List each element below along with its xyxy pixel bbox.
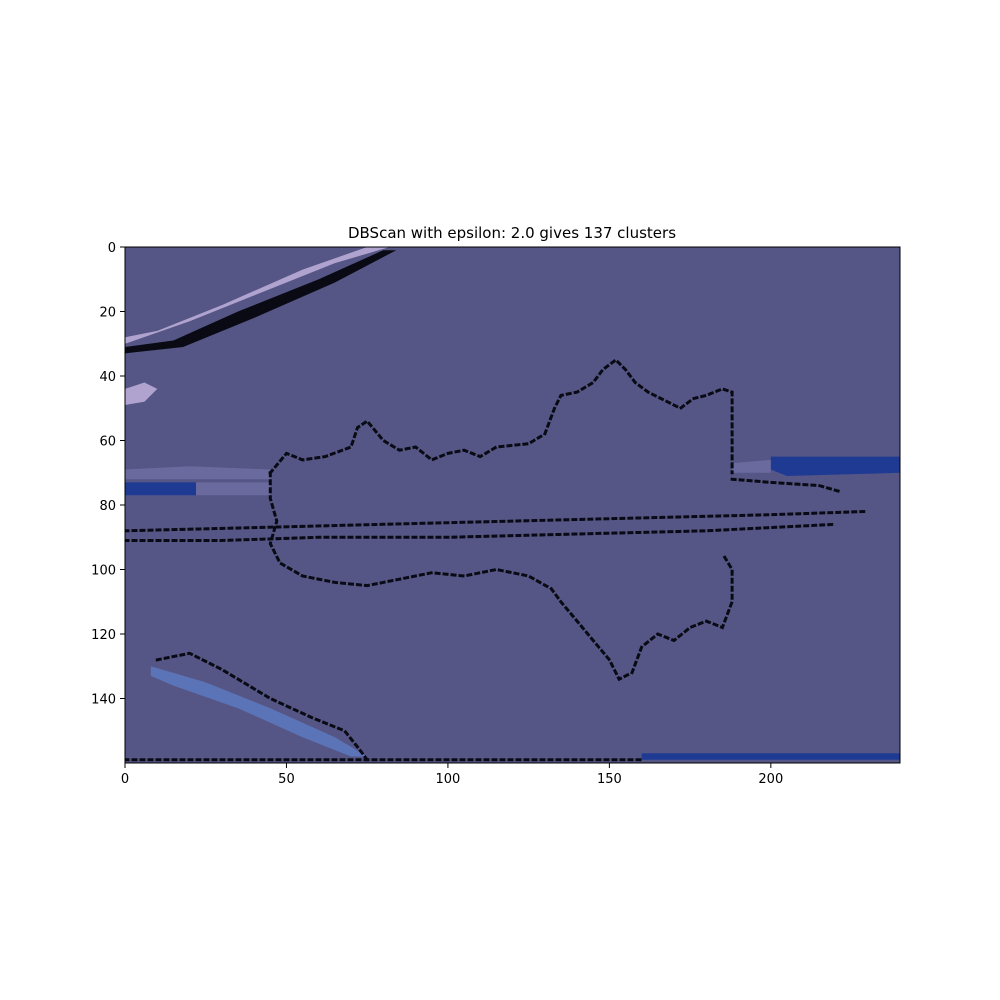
x-tick-label: 50	[278, 772, 295, 787]
y-tick-label: 60	[99, 435, 116, 450]
cluster-region-8	[732, 459, 771, 473]
y-tick-label: 140	[91, 693, 116, 708]
cluster-region-1	[125, 250, 397, 354]
x-tick-label: 0	[121, 772, 129, 787]
noise-path-0	[268, 471, 734, 682]
cluster-region-0	[125, 247, 390, 344]
cluster-region-3	[125, 466, 271, 480]
x-tick-label: 150	[597, 772, 622, 787]
x-tick-label: 100	[436, 772, 461, 787]
noise-path-5	[155, 651, 370, 762]
cluster-region-6	[150, 666, 368, 757]
noise-path-3	[125, 522, 837, 542]
y-tick-label: 100	[91, 564, 116, 579]
background-cluster	[125, 247, 900, 763]
y-tick-label: 40	[99, 370, 116, 385]
cluster-region-4	[125, 482, 196, 496]
y-tick-label: 0	[108, 241, 116, 256]
noise-path-1	[268, 357, 734, 475]
x-tick-label: 200	[758, 772, 783, 787]
cluster-region-2	[125, 382, 158, 405]
cluster-region-5	[196, 482, 271, 496]
noise-path-4	[730, 477, 844, 494]
noise-path-2	[125, 509, 870, 533]
plot-area	[125, 247, 900, 763]
cluster-region-7	[770, 456, 900, 476]
y-tick-label: 80	[99, 499, 116, 514]
y-tick-label: 20	[99, 306, 116, 321]
axes: 0 50 100 150 200 0 20 40 60 80 100 120 140	[91, 241, 901, 787]
y-tick-label: 120	[91, 628, 116, 643]
chart-title: DBScan with epsilon: 2.0 gives 137 clust…	[348, 224, 676, 242]
cluster-region-9	[641, 753, 900, 760]
